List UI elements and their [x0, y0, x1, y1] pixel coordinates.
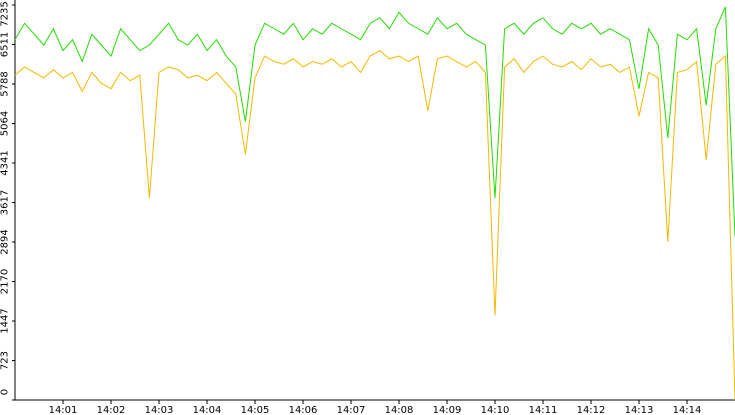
y-tick-label: 2170 [0, 269, 10, 294]
x-tick-label: 14:03 [145, 405, 174, 415]
x-tick-label: 14:10 [481, 405, 510, 415]
y-tick-label: 4341 [0, 150, 10, 175]
series-line [14, 49, 735, 401]
x-tick-label: 14:05 [241, 405, 270, 415]
x-tick-label: 14:01 [49, 405, 78, 415]
x-tick-label: 14:13 [625, 405, 654, 415]
x-tick-label: 14:08 [385, 405, 414, 415]
y-tick-label: 1447 [0, 308, 10, 333]
series-line [14, 6, 735, 237]
x-tick-label: 14:06 [289, 405, 318, 415]
y-tick-label: 6511 [0, 32, 10, 57]
y-tick-label: 5788 [0, 71, 10, 96]
x-tick-label: 14:07 [337, 405, 366, 415]
x-tick-label: 14:12 [577, 405, 606, 415]
y-tick-label: 2894 [0, 229, 10, 254]
x-tick-label: 14:04 [193, 405, 222, 415]
y-tick-label: 5064 [0, 111, 10, 136]
y-tick-label: 3617 [0, 190, 10, 215]
x-tick-label: 14:14 [673, 405, 702, 415]
y-tick-label: 723 [0, 351, 10, 370]
y-tick-label: 0 [0, 389, 10, 395]
y-tick-label: 7235 [0, 1, 10, 26]
x-tick-label: 14:02 [97, 405, 126, 415]
x-tick-label: 14:11 [529, 405, 558, 415]
x-tick-label: 14:09 [433, 405, 462, 415]
